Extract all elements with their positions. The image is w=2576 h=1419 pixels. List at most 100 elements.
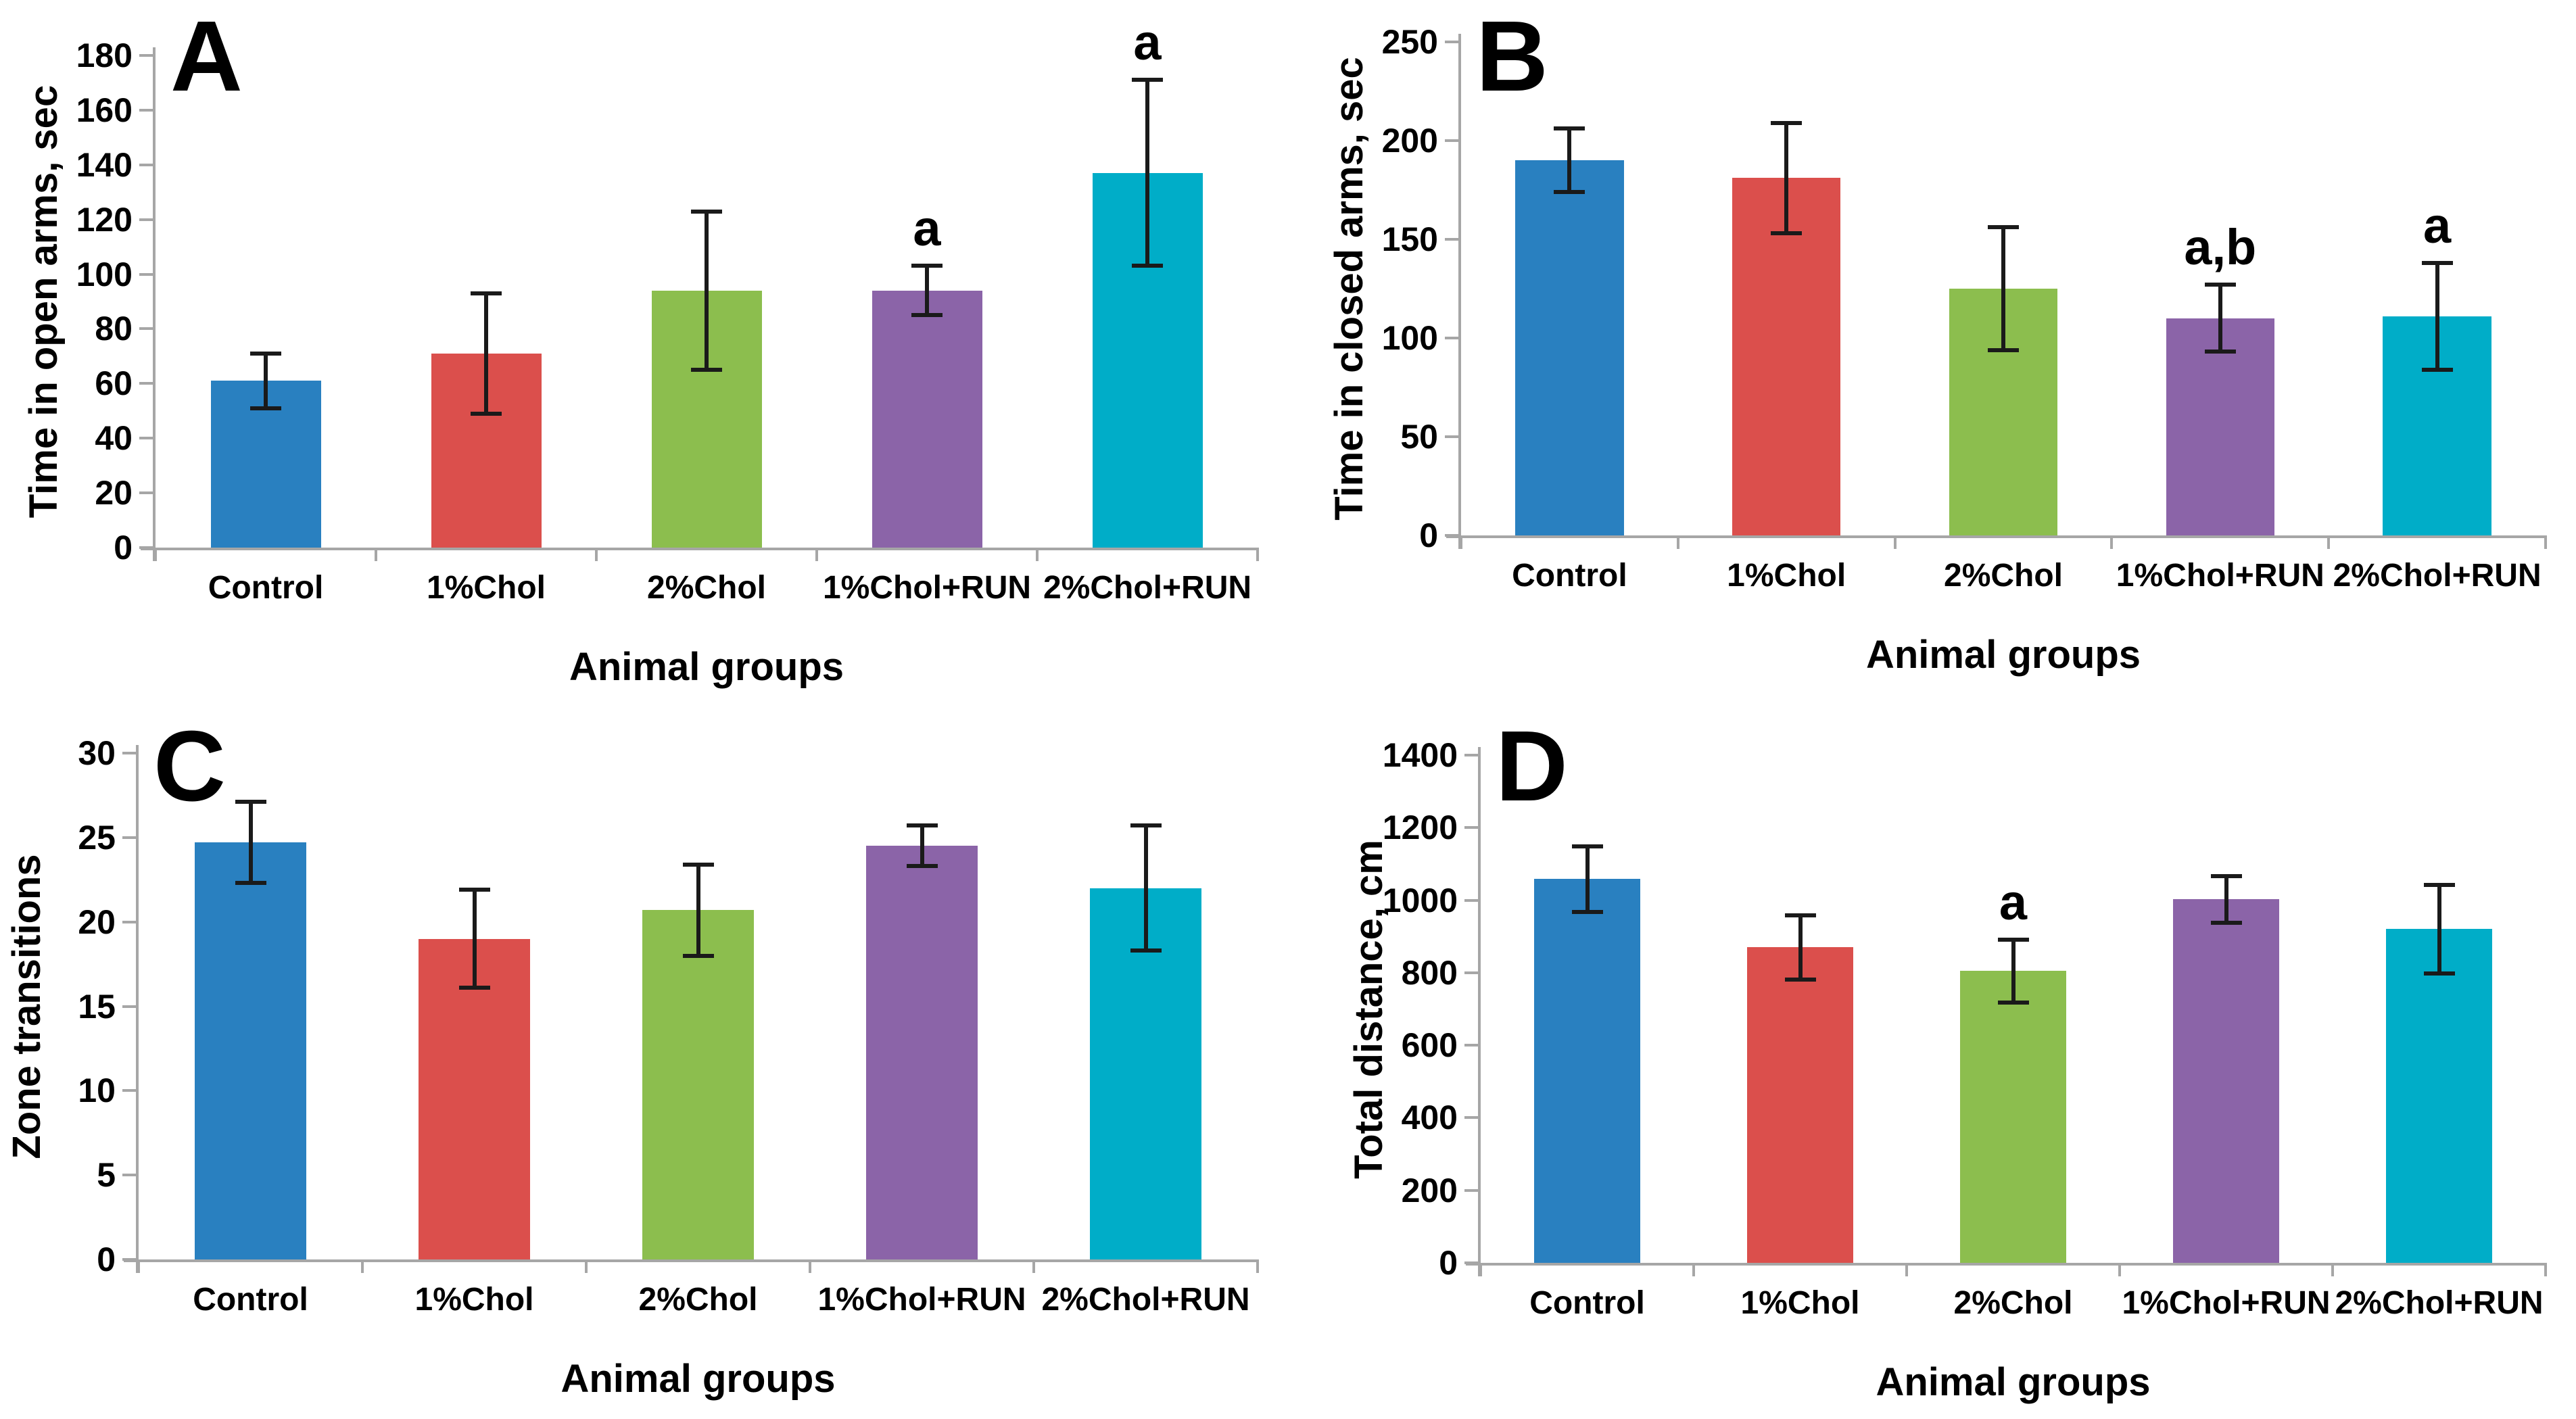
x-axis-title: Animal groups (1876, 1360, 2151, 1404)
error-bar-cap-bottom (2423, 971, 2455, 976)
x-tick-mark (1256, 1259, 1259, 1273)
x-tick-mark (375, 548, 377, 561)
x-axis-title: Animal groups (560, 1357, 836, 1401)
y-tick-mark (139, 491, 153, 495)
y-tick-mark (139, 272, 153, 276)
error-bar-line (920, 825, 924, 867)
y-tick-label: 160 (76, 91, 133, 129)
panel-letter-a: A (170, 1, 244, 112)
error-bar-line (1585, 846, 1590, 912)
category-label: 1%Chol (426, 570, 546, 606)
error-bar-cap-bottom (906, 864, 938, 869)
y-tick-label: 800 (1401, 953, 1458, 992)
x-tick-mark (1036, 548, 1039, 561)
bar-2-chol (642, 910, 755, 1259)
y-tick-label: 140 (76, 145, 133, 184)
error-bar-line (925, 266, 929, 316)
error-bar-line (1784, 122, 1789, 234)
error-bar-cap-top (2423, 883, 2455, 888)
significance-label: a (1999, 873, 2028, 930)
y-tick-label: 15 (78, 987, 116, 1026)
y-axis-line (1478, 747, 1481, 1276)
error-bar-cap-top (906, 823, 938, 828)
y-tick-label: 400 (1401, 1099, 1458, 1137)
error-bar-cap-bottom (1771, 231, 1803, 236)
y-tick-mark (139, 546, 153, 549)
x-axis-line (141, 548, 1258, 550)
y-tick-label: 180 (76, 37, 133, 74)
error-bar-line (696, 864, 700, 956)
x-tick-mark (2327, 535, 2331, 549)
category-label: 1%Chol (414, 1282, 534, 1318)
bar-1-chol (1732, 178, 1841, 535)
bar-1-chol (1746, 947, 1854, 1263)
bar-1-chol-run (2172, 899, 2280, 1263)
category-label: 2%Chol (646, 570, 767, 606)
y-tick-label: 25 (78, 818, 116, 857)
y-tick-mark (1464, 971, 1478, 974)
error-bar-line (2001, 227, 2005, 350)
error-bar-cap-bottom (250, 406, 281, 410)
y-tick-mark (139, 54, 153, 57)
error-bar-line (264, 353, 268, 408)
panel-b: B Time in closed arms, sec Animal groups… (1288, 0, 2576, 709)
y-tick-mark (122, 1258, 136, 1261)
x-tick-mark (2544, 535, 2547, 549)
y-tick-mark (1445, 139, 1458, 142)
y-tick-label: 100 (76, 255, 133, 293)
error-bar-cap-top (458, 888, 490, 892)
category-label: Control (1512, 558, 1627, 594)
y-tick-label: 20 (95, 474, 133, 512)
x-tick-mark (1692, 1263, 1695, 1276)
y-tick-mark (1464, 754, 1478, 756)
y-tick-label: 0 (97, 1241, 116, 1278)
x-tick-mark (2544, 1263, 2547, 1276)
category-label: 1%Chol+RUN (817, 1282, 1026, 1318)
x-tick-mark (1460, 535, 1462, 549)
x-tick-mark (1676, 535, 1679, 549)
significance-label: a (913, 200, 941, 257)
y-axis-line (1458, 34, 1461, 549)
y-tick-label: 200 (1401, 1171, 1458, 1209)
bar-2-chol-run (2385, 929, 2493, 1263)
y-tick-mark (1445, 238, 1458, 241)
y-tick-label: 1400 (1382, 736, 1458, 774)
y-tick-label: 150 (1381, 220, 1438, 258)
y-axis-line (136, 745, 139, 1273)
y-tick-mark (122, 1005, 136, 1008)
y-tick-label: 60 (95, 364, 133, 403)
y-tick-mark (1445, 41, 1458, 43)
significance-label: a (2423, 197, 2452, 254)
y-tick-label: 600 (1401, 1026, 1458, 1065)
y-tick-label: 1000 (1382, 881, 1458, 919)
y-tick-mark (139, 163, 153, 166)
y-tick-mark (1464, 826, 1478, 829)
error-bar-cap-bottom (235, 881, 266, 886)
error-bar-cap-top (2204, 283, 2236, 287)
category-label: 2%Chol+RUN (1041, 1282, 1250, 1318)
error-bar-cap-bottom (1571, 909, 1603, 914)
y-tick-label: 40 (95, 419, 133, 458)
category-label: Control (208, 570, 324, 606)
significance-label: a,b (2184, 219, 2257, 276)
x-axis-line (124, 1259, 1258, 1262)
x-tick-mark (1893, 535, 1897, 549)
bar-control (1533, 879, 1641, 1263)
x-tick-mark (154, 548, 157, 561)
error-bar-line (472, 890, 477, 988)
error-bar-cap-bottom (2204, 350, 2236, 354)
y-tick-label: 20 (78, 903, 116, 941)
panel-a: A Time in open arms, sec Animal groups 0… (0, 0, 1288, 709)
error-bar-cap-top (1988, 225, 2019, 230)
panel-d: D Total distance, cm Animal groups 0 200 4… (1288, 710, 2576, 1419)
panel-letter-c: C (153, 711, 227, 822)
category-label: 2%Chol (638, 1282, 758, 1318)
significance-label: a (1133, 14, 1162, 71)
panel-c: C Zone transitions Animal groups 0 5 10 15 2… (0, 710, 1288, 1419)
bar-1-chol-run (872, 290, 982, 548)
error-bar-cap-top (1571, 844, 1603, 849)
error-bar-cap-top (1997, 937, 2029, 942)
error-bar-line (1143, 825, 1148, 951)
error-bar-cap-top (1130, 823, 1162, 828)
